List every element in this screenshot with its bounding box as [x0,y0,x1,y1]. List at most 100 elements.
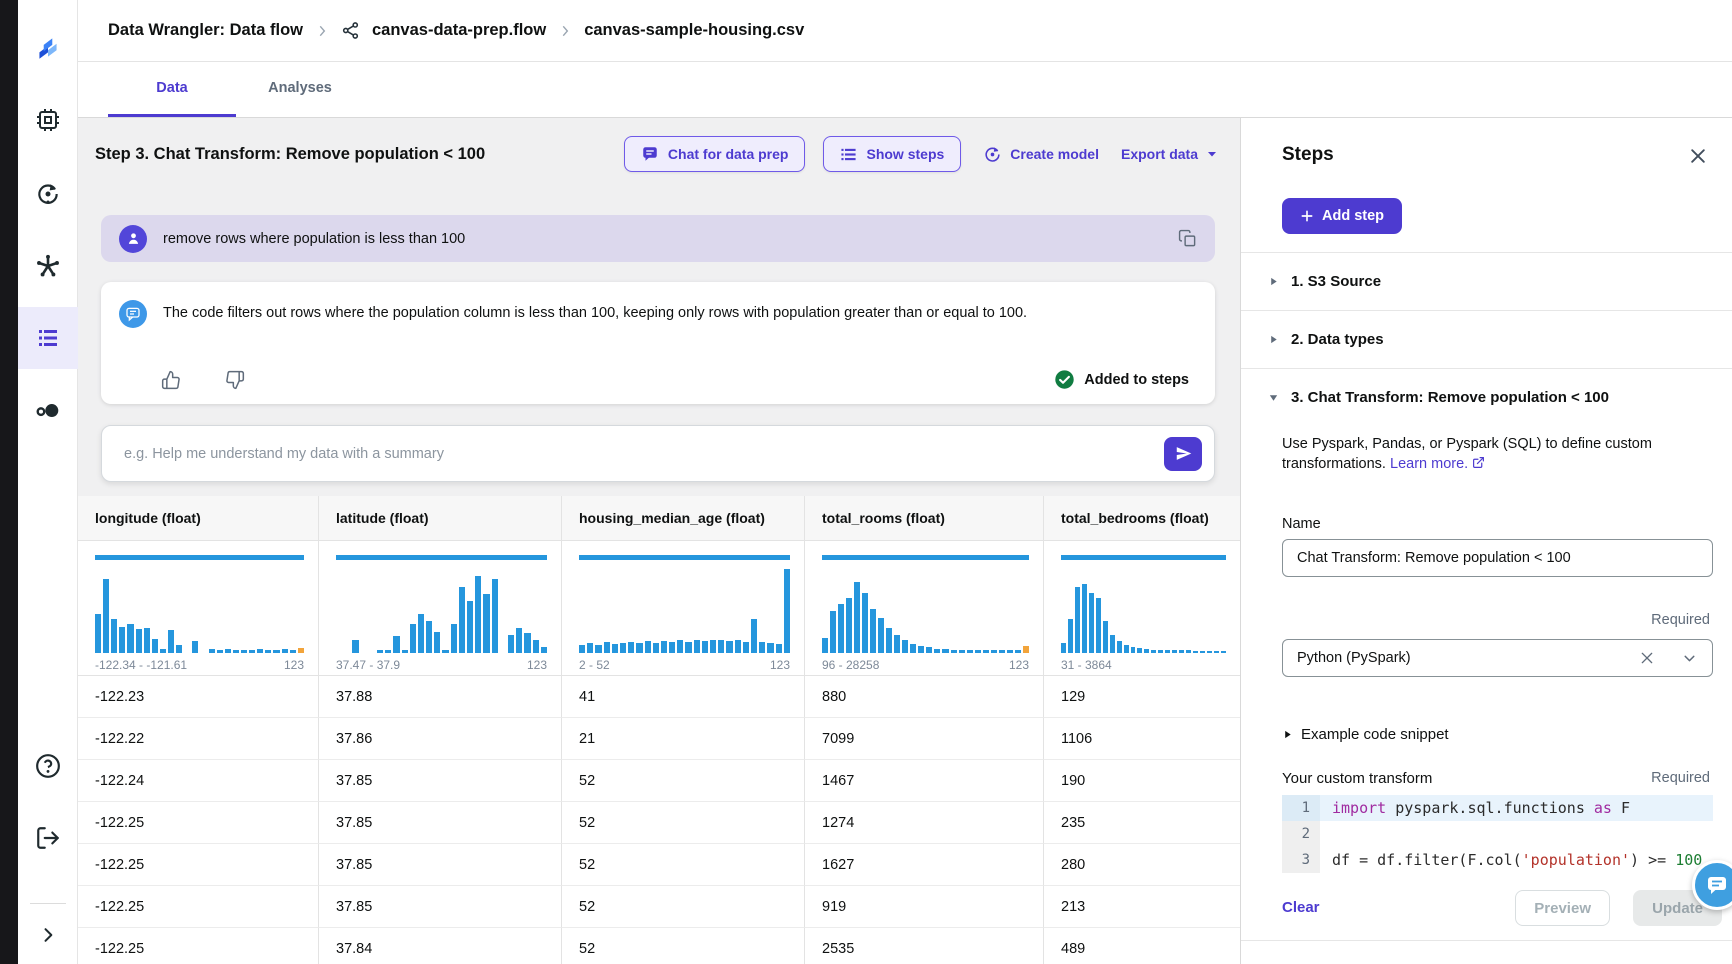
chat-for-data-prep-button[interactable]: Chat for data prep [623,136,806,172]
histogram-bar [540,647,547,653]
table-cell: 41 [562,676,805,718]
code-line: 2 [1282,821,1713,847]
chevron-down-icon[interactable] [1681,650,1698,667]
copy-icon[interactable] [1178,229,1197,248]
expand-sidebar-chevron-icon[interactable] [18,915,78,955]
clear-selection-icon[interactable] [1639,650,1655,666]
floating-chat-button[interactable] [1692,860,1732,910]
histogram-bar [216,649,223,653]
histogram-bar [1102,621,1108,653]
histogram-bar [636,642,643,653]
histogram-bar [232,649,239,653]
histogram-bar [143,627,150,653]
language-select[interactable]: Python (PySpark) [1282,639,1713,677]
histogram-range-label: 37.47 - 37.9 123 [336,658,547,672]
preview-button[interactable]: Preview [1515,890,1610,926]
user-message-text: remove rows where population is less tha… [163,230,466,247]
histogram-bar [579,644,586,653]
code-token: 'population' [1521,851,1631,869]
histogram-bar [208,648,215,653]
histogram-bars [1061,569,1226,653]
cpu-icon[interactable] [18,100,78,140]
auto-retrain-icon[interactable] [18,174,78,214]
column-histogram: 31 - 3864 [1044,541,1240,676]
histogram-bar [966,650,973,653]
thumbs-down-icon[interactable] [225,370,245,390]
numeric-type-badge: 123 [1008,658,1029,672]
export-data-button[interactable]: Export data [1121,146,1218,162]
app-sidebar [18,0,78,964]
histogram-bar [910,643,917,653]
step-item[interactable]: 1. S3 Source [1241,252,1732,310]
code-token: pyspark.sql.functions [1386,799,1594,817]
breadcrumb-data-flow[interactable]: Data Wrangler: Data flow [108,21,303,39]
close-icon[interactable] [1688,146,1708,166]
transform-name-input[interactable] [1282,539,1713,577]
chat-prompt-input[interactable] [124,445,1164,462]
data-circles-icon[interactable] [18,390,78,430]
step-item[interactable]: 2. Data types [1241,310,1732,368]
table-cell: 37.84 [319,928,562,964]
column-header: total_rooms (float) [805,496,1044,541]
histogram-bar [385,649,392,653]
histogram-bar [458,587,465,653]
histogram-bar [1081,584,1087,653]
panel-divider [1241,940,1732,941]
table-cell: 280 [1044,844,1240,886]
steps-list-icon[interactable] [18,318,78,358]
network-asterisk-icon[interactable] [18,246,78,286]
histogram-bar [135,628,142,653]
table-cell: 235 [1044,802,1240,844]
histogram-bar [1200,651,1206,653]
histogram-bar [265,649,272,653]
breadcrumb-flow-file[interactable]: canvas-data-prep.flow [371,21,547,39]
add-step-button[interactable]: Add step [1282,198,1403,234]
logout-icon[interactable] [18,818,78,858]
code-editor[interactable]: 1 import pyspark.sql.functions as F 2 3 df =… [1282,795,1713,873]
sidebar-divider [30,903,66,904]
histogram-bar [1074,587,1080,653]
range-text: 31 - 3864 [1061,658,1112,672]
plus-icon [1301,210,1313,222]
table-cell: 880 [805,676,1044,718]
example-code-snippet-toggle[interactable]: Example code snippet [1282,726,1449,743]
histogram-bar [1006,650,1013,653]
step-item[interactable]: 3. Chat Transform: Remove population < 1… [1241,368,1732,426]
code-line: 1 import pyspark.sql.functions as F [1282,795,1713,821]
main-content: Step 3. Chat Transform: Remove populatio… [78,118,1240,964]
histogram-bar [693,640,700,653]
clear-button[interactable]: Clear [1282,899,1320,916]
show-steps-button[interactable]: Show steps [823,136,962,172]
histogram-bar [417,614,425,653]
histogram-bar [111,619,118,653]
breadcrumb-csv-file: canvas-sample-housing.csv [584,21,805,39]
code-token: as [1593,799,1612,817]
histogram-bar [240,649,248,653]
thumbs-up-icon[interactable] [161,370,181,390]
table-cell: 1467 [805,760,1044,802]
tab-data[interactable]: Data [108,62,236,117]
help-icon[interactable] [18,746,78,786]
histogram-bar [1130,647,1136,653]
histogram-bar [644,641,651,653]
required-label: Required [1651,612,1710,628]
table-cell: 37.85 [319,802,562,844]
valid-data-bar [1061,555,1226,560]
create-model-button[interactable]: Create model [983,145,1099,164]
histogram-bar [1220,651,1226,653]
learn-more-link[interactable]: Learn more. [1390,456,1485,472]
canvas-logo-icon[interactable] [18,27,78,67]
histogram-bar [426,621,433,653]
step-item-label: 1. S3 Source [1291,273,1382,290]
language-select-value: Python (PySpark) [1297,650,1411,666]
histogram-bar [1123,644,1129,653]
caret-down-icon [1208,152,1216,157]
histogram-bar [483,594,490,653]
histogram-range-label: 96 - 28258 123 [822,658,1029,672]
send-button[interactable] [1164,436,1202,471]
tab-analyses[interactable]: Analyses [268,80,332,96]
histogram-bar [685,642,692,653]
histogram-bar [1213,651,1219,653]
user-chat-message: remove rows where population is less tha… [101,215,1215,262]
caret-down-icon [1268,392,1279,403]
